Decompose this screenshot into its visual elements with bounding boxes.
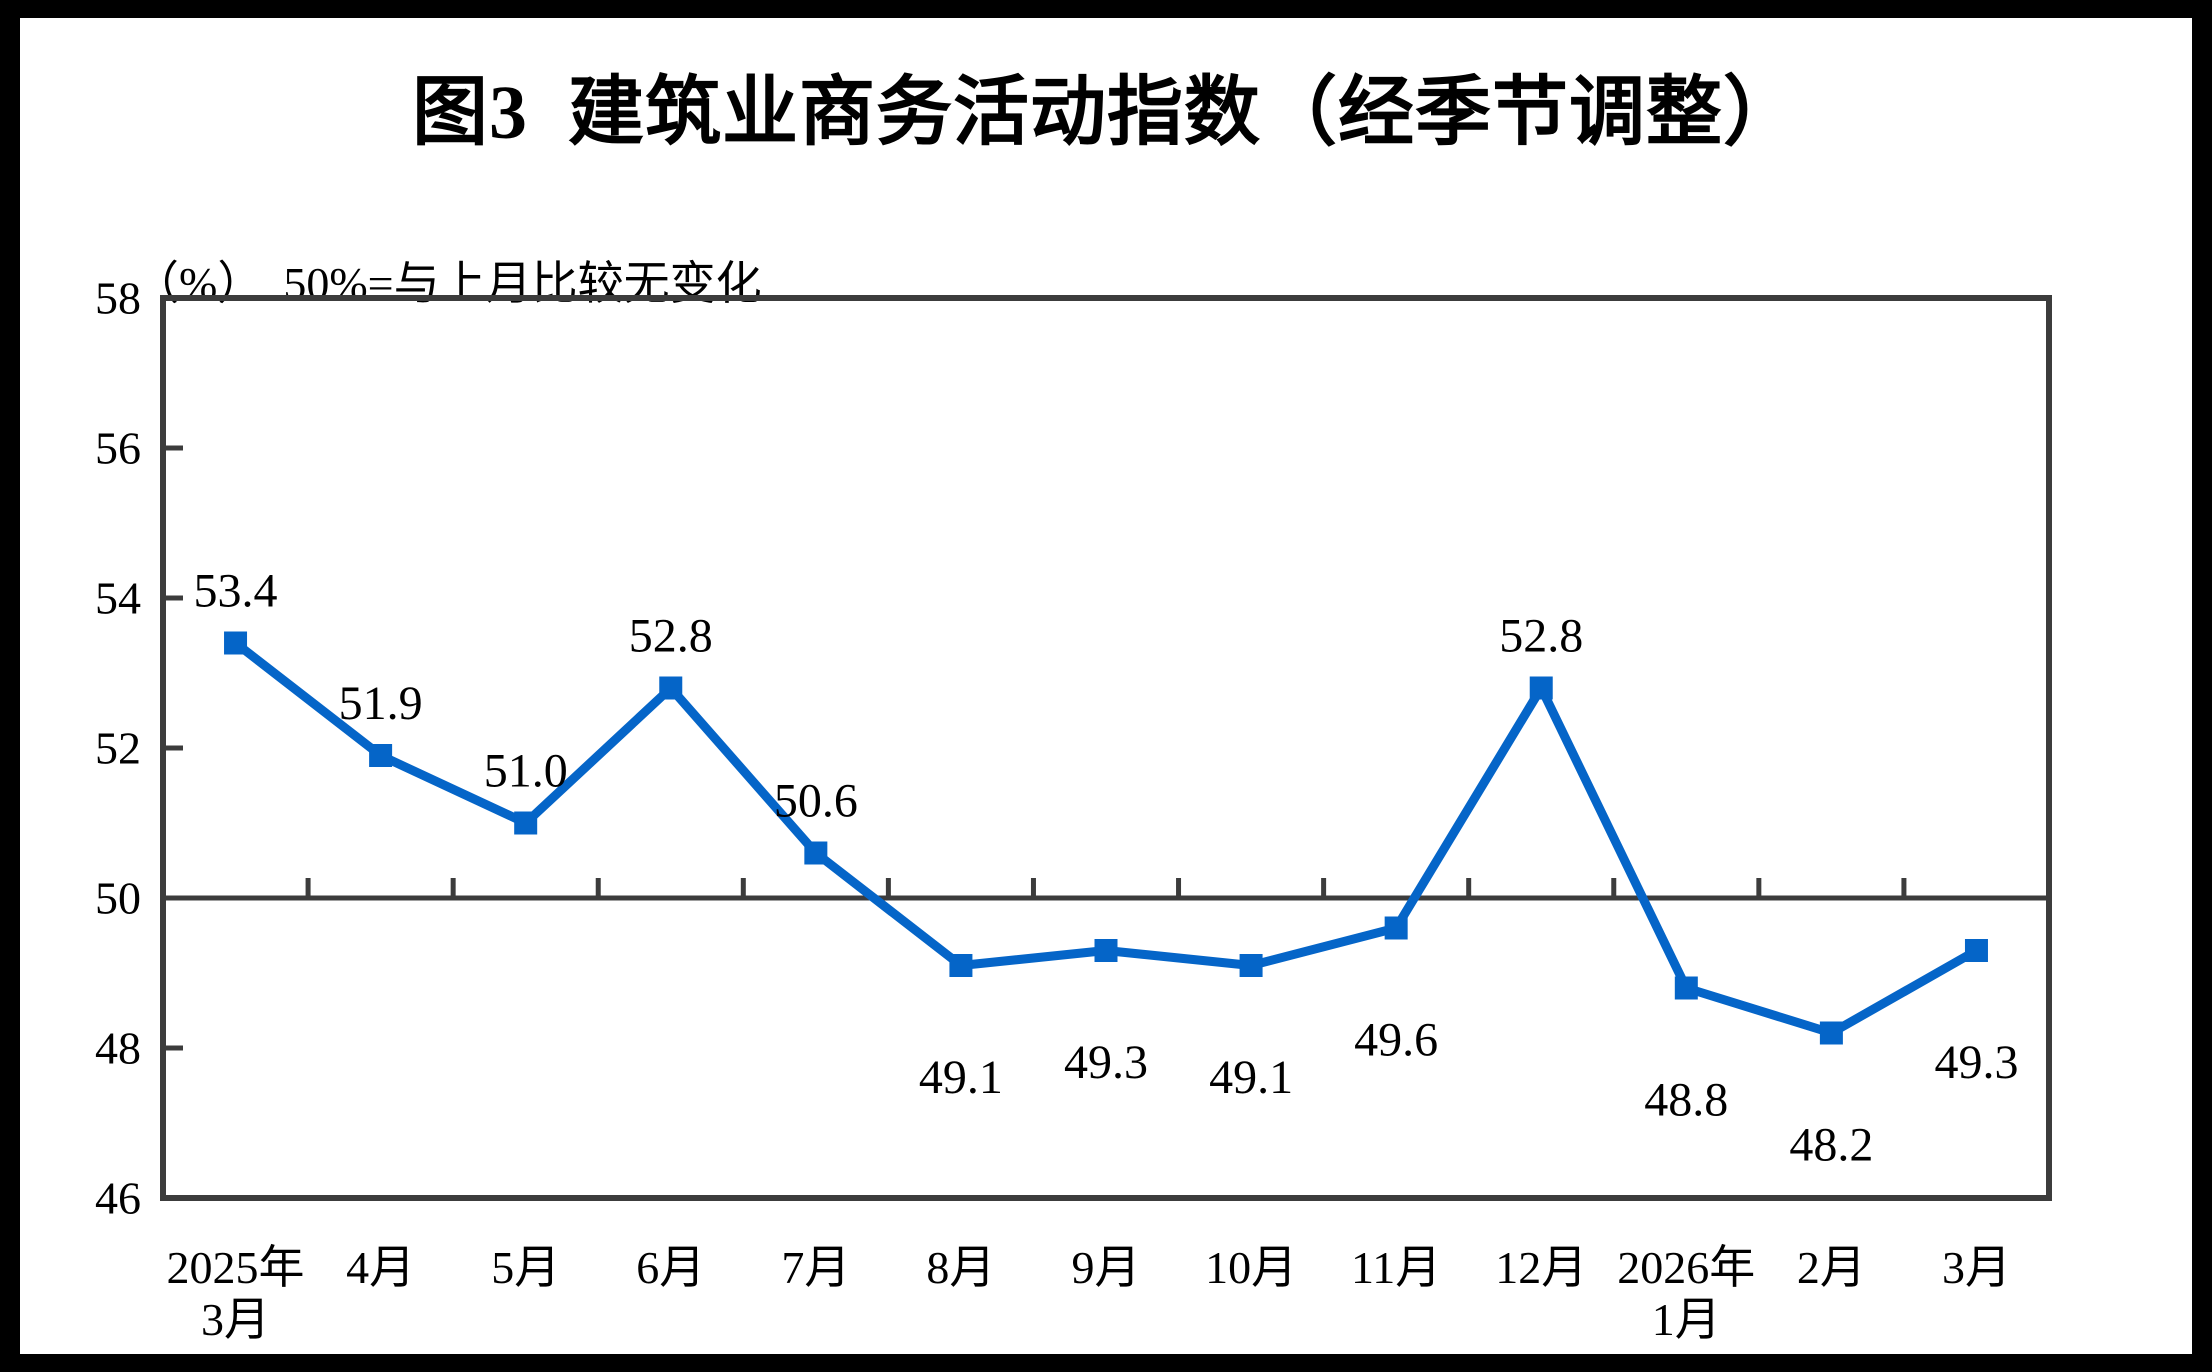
y-axis-label: 46 xyxy=(95,1173,141,1224)
data-value-label: 49.3 xyxy=(1064,1036,1148,1089)
data-value-label: 49.6 xyxy=(1354,1014,1438,1067)
x-axis-label: 5月 xyxy=(491,1242,560,1293)
data-point-marker xyxy=(1239,954,1263,977)
x-axis-label: 12月 xyxy=(1495,1242,1587,1293)
x-axis-label: 6月 xyxy=(636,1242,705,1293)
pmi-series-line xyxy=(231,638,1981,1038)
data-point-marker xyxy=(1529,676,1553,700)
data-value-label: 53.4 xyxy=(194,565,278,618)
x-axis-label: 9月 xyxy=(1072,1242,1141,1293)
y-axis-label: 52 xyxy=(95,723,141,774)
data-point-marker xyxy=(1819,1021,1843,1045)
chart-title: 图3 建筑业商务活动指数（经季节调整） xyxy=(412,71,1800,155)
x-axis-label: 11月 xyxy=(1351,1242,1441,1293)
data-value-label: 51.9 xyxy=(339,677,423,730)
data-value-label: 51.0 xyxy=(484,745,568,798)
data-point-marker xyxy=(804,841,828,865)
y-axis-label: 50 xyxy=(95,873,141,924)
data-point-marker xyxy=(659,676,683,700)
x-axis-label: 2026年 1月 xyxy=(1617,1242,1755,1345)
data-value-label: 48.8 xyxy=(1644,1074,1728,1127)
data-value-label: 50.6 xyxy=(774,775,858,828)
x-axis-label: 2月 xyxy=(1797,1242,1866,1293)
data-value-label: 52.8 xyxy=(629,610,713,663)
x-axis-label: 7月 xyxy=(781,1242,850,1293)
x-axis-label: 2025年 3月 xyxy=(167,1242,305,1345)
data-value-label: 48.2 xyxy=(1789,1119,1873,1172)
x-axis-label: 4月 xyxy=(346,1242,415,1293)
data-point-marker xyxy=(514,811,538,835)
data-value-label: 49.1 xyxy=(919,1051,1003,1104)
data-point-marker xyxy=(1674,976,1698,1000)
data-point-marker xyxy=(949,954,973,977)
y-axis-label: 48 xyxy=(95,1023,141,1074)
data-point-marker xyxy=(1384,916,1408,940)
data-point-marker xyxy=(369,744,393,767)
plot-border xyxy=(160,295,2052,1201)
x-axis-label: 10月 xyxy=(1205,1242,1297,1293)
data-value-label: 52.8 xyxy=(1499,610,1583,663)
data-value-label: 49.3 xyxy=(1934,1036,2018,1089)
y-axis-label: 56 xyxy=(95,423,141,474)
data-point-marker xyxy=(224,631,248,655)
y-axis-label: 58 xyxy=(95,273,141,324)
x-axis-label: 8月 xyxy=(926,1242,995,1293)
y-axis-label: 54 xyxy=(95,573,141,624)
chart-canvas: 图3 建筑业商务活动指数（经季节调整） （%） 50%=与上月比较无变化 53.4… xyxy=(20,18,2192,1354)
construction-pmi-line-chart: 53.4 51.9 51.0 52.8 50.6 49.1 49.3 49.1 49.6 52.8… xyxy=(95,273,2052,1345)
data-point-marker xyxy=(1094,939,1118,962)
data-value-label: 49.1 xyxy=(1209,1051,1293,1104)
x-axis-label: 3月 xyxy=(1942,1242,2011,1293)
data-point-marker xyxy=(1964,939,1988,962)
